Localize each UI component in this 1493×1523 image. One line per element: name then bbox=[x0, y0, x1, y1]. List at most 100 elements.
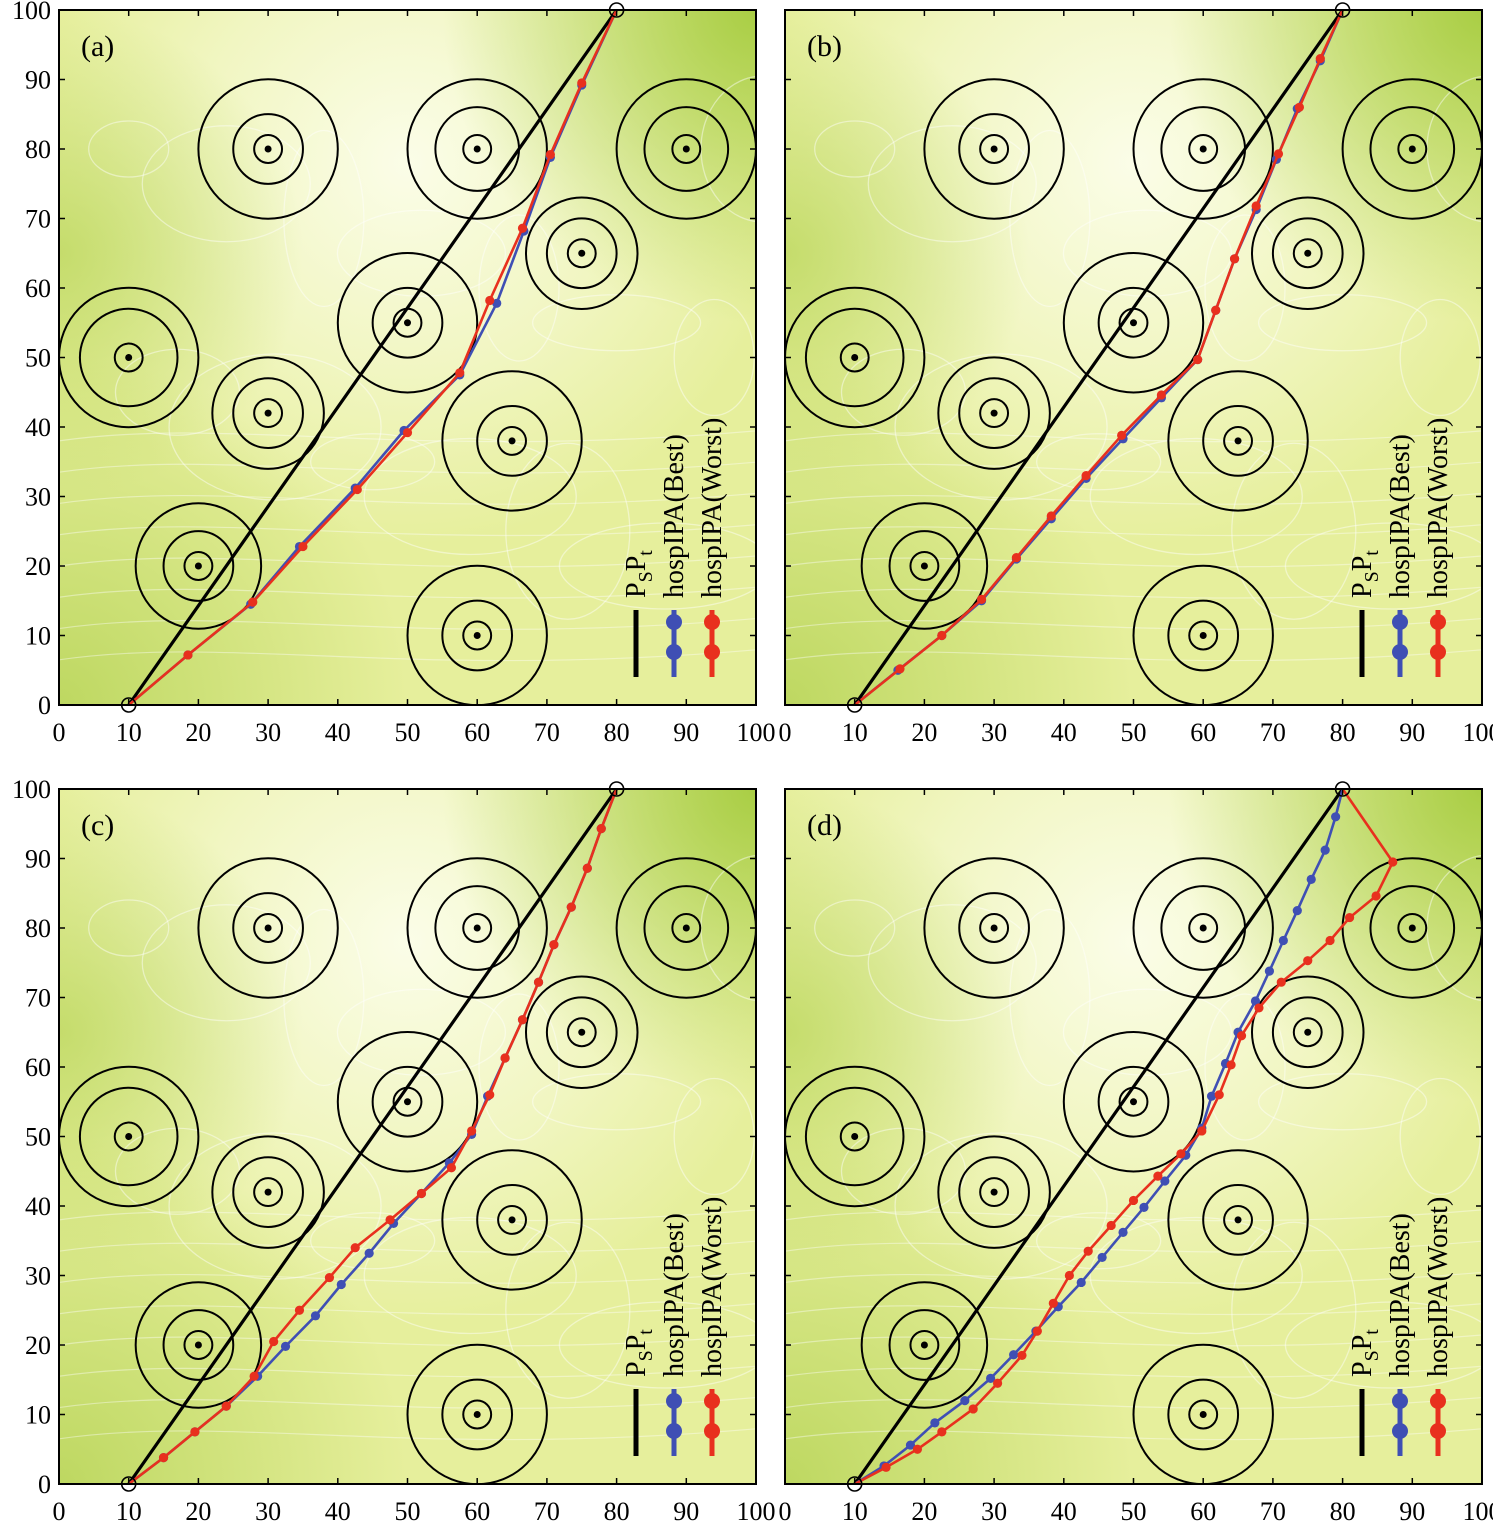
obstacle-ring bbox=[1397, 913, 1428, 943]
series bbox=[127, 10, 618, 705]
panel-label: (b) bbox=[807, 30, 842, 63]
obstacle-ring bbox=[1167, 1378, 1240, 1451]
obstacle-ring bbox=[462, 620, 493, 651]
series-point-worst bbox=[1236, 1031, 1247, 1041]
obstacle-center bbox=[851, 1133, 859, 1140]
series-line-straight bbox=[127, 10, 618, 705]
obstacle-ring bbox=[1292, 238, 1323, 269]
contour-line bbox=[785, 1428, 1482, 1441]
obstacle-ring bbox=[371, 1065, 444, 1138]
obstacle-ring bbox=[785, 1065, 926, 1208]
series-point-worst bbox=[533, 977, 544, 987]
series-point-worst bbox=[1254, 1003, 1264, 1013]
obstacle-ring bbox=[643, 885, 730, 971]
series-worst bbox=[854, 789, 1398, 1484]
x-tick-label: 100 bbox=[737, 1497, 776, 1523]
obstacle-ring bbox=[232, 377, 304, 449]
legend-label-straight: PSPt bbox=[621, 550, 657, 598]
obstacle-ring bbox=[113, 342, 144, 373]
obstacle-ring bbox=[1097, 1065, 1170, 1138]
contour-line bbox=[59, 1303, 756, 1316]
series-point-worst bbox=[582, 863, 592, 873]
obstacle-6 bbox=[59, 1065, 200, 1208]
obstacle-ring bbox=[1188, 134, 1219, 164]
chart-panel-4: 0 10 20 30 40 50 60 70 80 90 100 (d) PSPthospIPA(Bes… bbox=[779, 781, 1493, 1523]
contour-line bbox=[1036, 433, 1162, 491]
obstacle-ring bbox=[979, 913, 1010, 943]
contour-line bbox=[336, 209, 507, 297]
obstacle-1 bbox=[197, 78, 339, 220]
obstacle-center bbox=[851, 354, 859, 361]
contour-line bbox=[283, 908, 365, 1087]
series-point-best bbox=[1250, 996, 1261, 1006]
obstacle-ring bbox=[1202, 405, 1274, 477]
contour-line bbox=[785, 617, 1482, 630]
series-point-worst bbox=[467, 1126, 477, 1136]
obstacle-center bbox=[508, 437, 516, 445]
obstacle-ring bbox=[134, 1281, 263, 1409]
contour-line bbox=[59, 461, 756, 474]
contour-line bbox=[141, 125, 311, 243]
obstacle-center bbox=[1408, 145, 1416, 153]
obstacle-center bbox=[1304, 249, 1312, 257]
obstacle-ring bbox=[1202, 1184, 1274, 1256]
contour-line bbox=[1089, 437, 1303, 556]
obstacle-ring bbox=[406, 564, 548, 705]
contour-line bbox=[894, 353, 1108, 501]
obstacle-7 bbox=[211, 356, 325, 470]
y-tick-label: 50 bbox=[25, 344, 51, 373]
x-tick-label: 100 bbox=[737, 718, 776, 747]
obstacle-ring bbox=[336, 1031, 479, 1173]
panel-label: (a) bbox=[81, 30, 114, 63]
x-tick-label: 0 bbox=[53, 718, 66, 747]
legend-label-straight: PSPt bbox=[1347, 1329, 1383, 1377]
obstacle-ring bbox=[1369, 106, 1456, 192]
series-point-worst bbox=[1032, 1326, 1042, 1336]
contour-line bbox=[785, 524, 1482, 537]
legend-marker-best bbox=[1392, 1423, 1408, 1439]
obstacle-ring bbox=[860, 1281, 989, 1409]
series-straight bbox=[853, 789, 1344, 1484]
series-point-worst bbox=[269, 1336, 279, 1347]
x-tick-label: 0 bbox=[779, 718, 792, 747]
series-point-worst bbox=[1303, 956, 1313, 966]
x-tick-label: 80 bbox=[604, 718, 630, 747]
contour-line bbox=[1284, 522, 1482, 610]
chart-panel-2: 0 10 20 30 40 50 60 70 80 90 100 (b) PSPthospIPA(Bes… bbox=[779, 2, 1493, 747]
x-tick-label: 40 bbox=[1051, 718, 1077, 747]
contour-line bbox=[505, 1221, 631, 1399]
x-tick-label: 0 bbox=[53, 1497, 66, 1523]
series-point-worst bbox=[248, 597, 258, 607]
contour-line bbox=[558, 1301, 756, 1389]
obstacle-10 bbox=[406, 564, 548, 705]
contour-line bbox=[785, 1334, 1482, 1347]
contour-line bbox=[1062, 209, 1233, 297]
obstacle-ring bbox=[1250, 196, 1365, 311]
series-straight bbox=[127, 789, 618, 1484]
obstacle-7 bbox=[211, 1135, 325, 1249]
obstacle-ring bbox=[441, 370, 583, 512]
contour-line bbox=[1284, 1301, 1482, 1389]
x-tick-label: 10 bbox=[116, 1497, 142, 1523]
series-point-worst bbox=[912, 1444, 923, 1454]
series-point-worst bbox=[976, 594, 987, 604]
x-tick-label: 90 bbox=[1399, 1497, 1425, 1523]
obstacle-ring bbox=[113, 1121, 144, 1152]
contour-line bbox=[894, 1132, 1108, 1280]
obstacle-ring bbox=[909, 1330, 940, 1360]
obstacle-ring bbox=[197, 857, 339, 999]
obstacle-9 bbox=[860, 502, 989, 630]
obstacle-ring bbox=[1292, 1017, 1323, 1048]
obstacle-ring bbox=[476, 1184, 548, 1256]
x-tick-label: 70 bbox=[1260, 1497, 1286, 1523]
series-point-best bbox=[1009, 1350, 1019, 1360]
series-point-worst bbox=[416, 1188, 427, 1199]
series-point-worst bbox=[324, 1272, 335, 1283]
contour-line bbox=[59, 555, 756, 568]
series-point-worst bbox=[1211, 305, 1221, 315]
y-tick-label: 20 bbox=[25, 552, 51, 581]
legend-label-straight: PSPt bbox=[621, 1329, 657, 1377]
contour-line bbox=[363, 437, 577, 556]
y-tick-label: 80 bbox=[25, 135, 51, 164]
series-point-worst bbox=[1294, 102, 1304, 112]
